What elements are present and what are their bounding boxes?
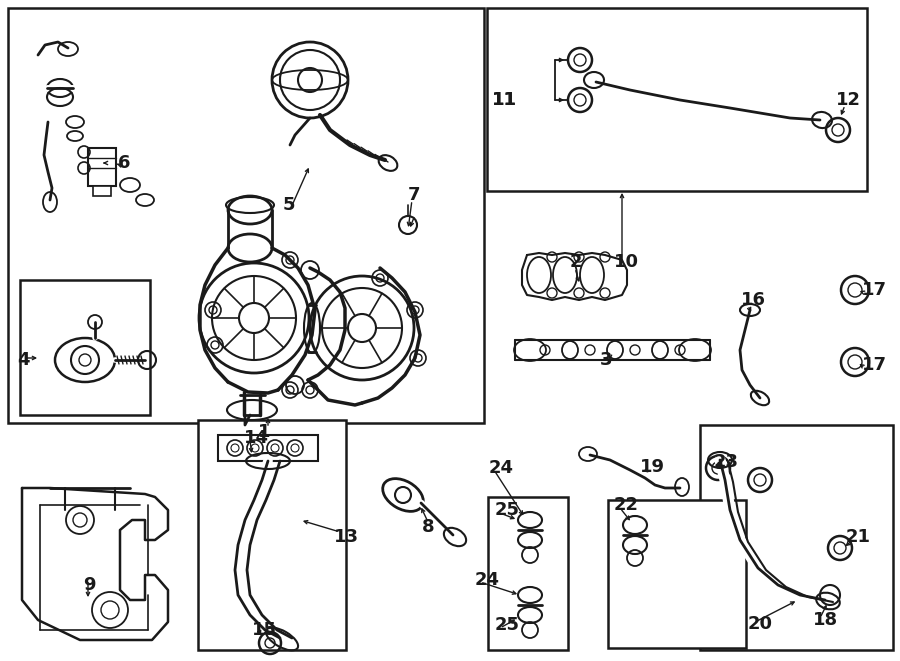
- Text: 12: 12: [836, 91, 861, 109]
- Text: 15: 15: [252, 621, 277, 639]
- Text: 18: 18: [813, 611, 838, 629]
- Text: 7: 7: [408, 186, 420, 204]
- Text: 10: 10: [614, 253, 639, 271]
- Text: 5: 5: [283, 196, 295, 214]
- Text: 8: 8: [422, 518, 435, 536]
- Text: 21: 21: [846, 528, 871, 546]
- Text: 11: 11: [492, 91, 517, 109]
- Bar: [700, 425, 893, 650]
- Bar: [20, 280, 150, 415]
- Text: 9: 9: [83, 576, 95, 594]
- Text: 16: 16: [741, 291, 766, 309]
- Text: 24: 24: [489, 459, 514, 477]
- Text: 1: 1: [258, 423, 271, 441]
- Bar: [218, 435, 318, 461]
- Text: 25: 25: [495, 616, 520, 634]
- Bar: [487, 8, 867, 191]
- Bar: [608, 500, 746, 648]
- Text: 25: 25: [495, 501, 520, 519]
- Bar: [488, 497, 568, 650]
- Text: 3: 3: [600, 351, 613, 369]
- Bar: [8, 8, 484, 423]
- Text: 2: 2: [570, 253, 582, 271]
- Text: 22: 22: [614, 496, 639, 514]
- Bar: [93, 186, 111, 196]
- Text: 23: 23: [714, 453, 739, 471]
- Text: 20: 20: [748, 615, 773, 633]
- Text: 6: 6: [118, 154, 130, 172]
- Bar: [88, 148, 116, 186]
- Text: 14: 14: [244, 429, 269, 447]
- Text: 11: 11: [492, 91, 517, 109]
- Text: 19: 19: [640, 458, 665, 476]
- Text: 24: 24: [475, 571, 500, 589]
- Text: 17: 17: [862, 356, 887, 374]
- Bar: [198, 420, 346, 650]
- Text: 13: 13: [334, 528, 359, 546]
- Text: 4: 4: [17, 351, 30, 369]
- Text: 17: 17: [862, 281, 887, 299]
